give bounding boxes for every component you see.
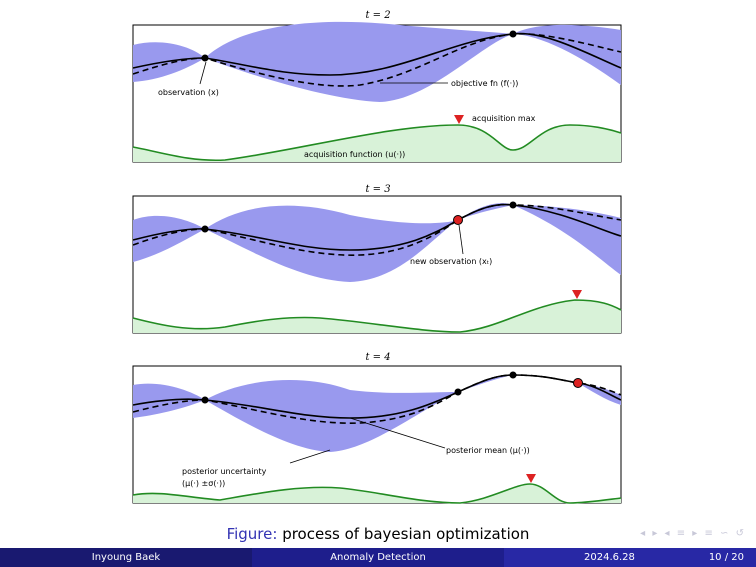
- bayesian-optimization-figure: t = 2 observation (x) objective fn (f(·)…: [132, 10, 622, 504]
- annotation-posterior-mean: posterior mean (μ(·)): [446, 446, 530, 455]
- uncertainty-band: [133, 375, 621, 452]
- annotation-uncertainty-line1: posterior uncertainty: [182, 467, 267, 476]
- acquisition-max-marker: [454, 115, 464, 124]
- footer-title: Anomaly Detection: [252, 548, 504, 567]
- annotation-objective: objective fn (f(·)): [451, 79, 518, 88]
- footer-author: Inyoung Baek: [0, 548, 252, 567]
- uncertainty-band: [133, 203, 621, 282]
- objective-line: [132, 33, 622, 87]
- annotation-arrow: [458, 224, 464, 255]
- observation-point: [509, 30, 517, 38]
- panel-t2: t = 2 observation (x) objective fn (f(·)…: [132, 10, 622, 163]
- acquisition-fill: [133, 300, 621, 333]
- panel-title: t = 4: [365, 352, 390, 363]
- caption-text: process of bayesian optimization: [277, 525, 530, 543]
- acquisition-max-marker: [526, 474, 536, 483]
- panel-title: t = 3: [365, 184, 390, 195]
- acquisition-line: [132, 483, 622, 504]
- acquisition-line: [132, 299, 622, 333]
- footer-date: 2024.6.28: [584, 552, 635, 563]
- acquisition-fill: [133, 125, 621, 162]
- observation-point: [454, 388, 462, 396]
- annotation-observation: observation (x): [158, 88, 219, 97]
- panel-title: t = 2: [365, 10, 390, 21]
- acquisition-max-marker: [572, 290, 582, 299]
- new-observation-point: [573, 378, 583, 388]
- annotation-uncertainty-line2: (μ(·) ±σ(·)): [182, 479, 225, 488]
- annotation-arrow: [349, 417, 446, 449]
- footer-meta: 2024.6.28 10 / 20: [504, 548, 756, 567]
- uncertainty-band: [133, 21, 621, 102]
- new-observation-point: [453, 215, 463, 225]
- slide-footer: Inyoung Baek Anomaly Detection 2024.6.28…: [0, 548, 756, 567]
- observation-point: [201, 225, 209, 233]
- annotation-new-observation: new observation (xₜ): [410, 257, 492, 266]
- observation-point: [509, 371, 517, 379]
- caption-label: Figure:: [226, 525, 278, 543]
- panel-t3: t = 3 new observation (xₜ): [132, 184, 622, 334]
- acquisition-line: [132, 124, 622, 162]
- annotation-acq-fn: acquisition function (u(·)): [304, 150, 405, 159]
- annotation-acq-max: acquisition max: [472, 114, 536, 123]
- posterior-mean-line: [132, 32, 622, 76]
- observation-point: [201, 396, 209, 404]
- annotation-arrow: [289, 449, 331, 464]
- panel-t4: t = 4 posterior mean (μ(·)) posterior un…: [132, 352, 622, 504]
- observation-point: [509, 201, 517, 209]
- annotation-arrow: [199, 61, 207, 85]
- beamer-navigation[interactable]: ◂ ▸ ◂ ≡ ▸ ≡ ∽ ↺: [640, 528, 746, 539]
- footer-page: 10 / 20: [708, 552, 744, 563]
- figure-caption: Figure: process of bayesian optimization: [0, 525, 756, 543]
- observation-point: [201, 54, 209, 62]
